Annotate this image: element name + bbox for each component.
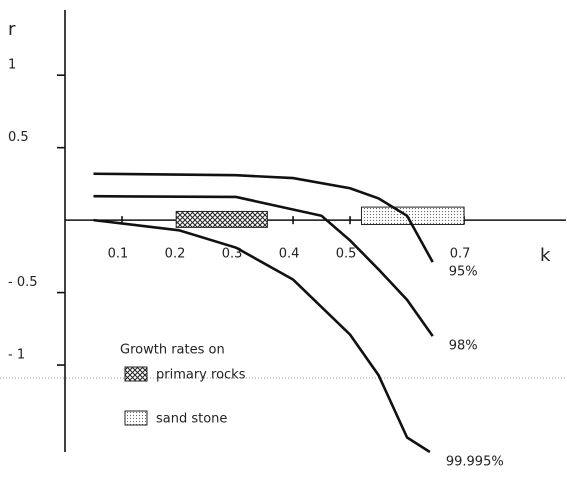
y-tick-label: - 0.5	[8, 275, 38, 290]
x-tick-label: 0.7	[450, 247, 471, 262]
series-label: 98%	[449, 339, 478, 354]
legend-swatch	[124, 366, 148, 382]
band	[175, 210, 268, 228]
band	[360, 206, 465, 225]
line	[93, 172, 434, 263]
line	[93, 194, 434, 337]
x-tick-label: 0.1	[108, 247, 129, 262]
y-tick-label: - 1	[8, 348, 25, 363]
y-axis-label: r	[8, 19, 16, 40]
x-axis-label: k	[540, 245, 551, 266]
series-label: 99.995%	[446, 455, 504, 470]
x-tick-label: 0.4	[279, 247, 300, 262]
series-label: 95%	[449, 265, 478, 280]
x-tick-label: 0.3	[222, 247, 243, 262]
x-tick-label: 0.5	[336, 247, 357, 262]
line	[93, 218, 431, 454]
legend-title: Growth rates on	[120, 343, 225, 358]
x-tick-label: 0.2	[165, 247, 186, 262]
y-tick-label: 0.5	[8, 130, 29, 145]
legend-label: primary rocks	[156, 368, 246, 383]
y-tick-label: 1	[8, 58, 16, 73]
legend-swatch	[124, 410, 148, 426]
legend-label: sand stone	[156, 412, 227, 427]
